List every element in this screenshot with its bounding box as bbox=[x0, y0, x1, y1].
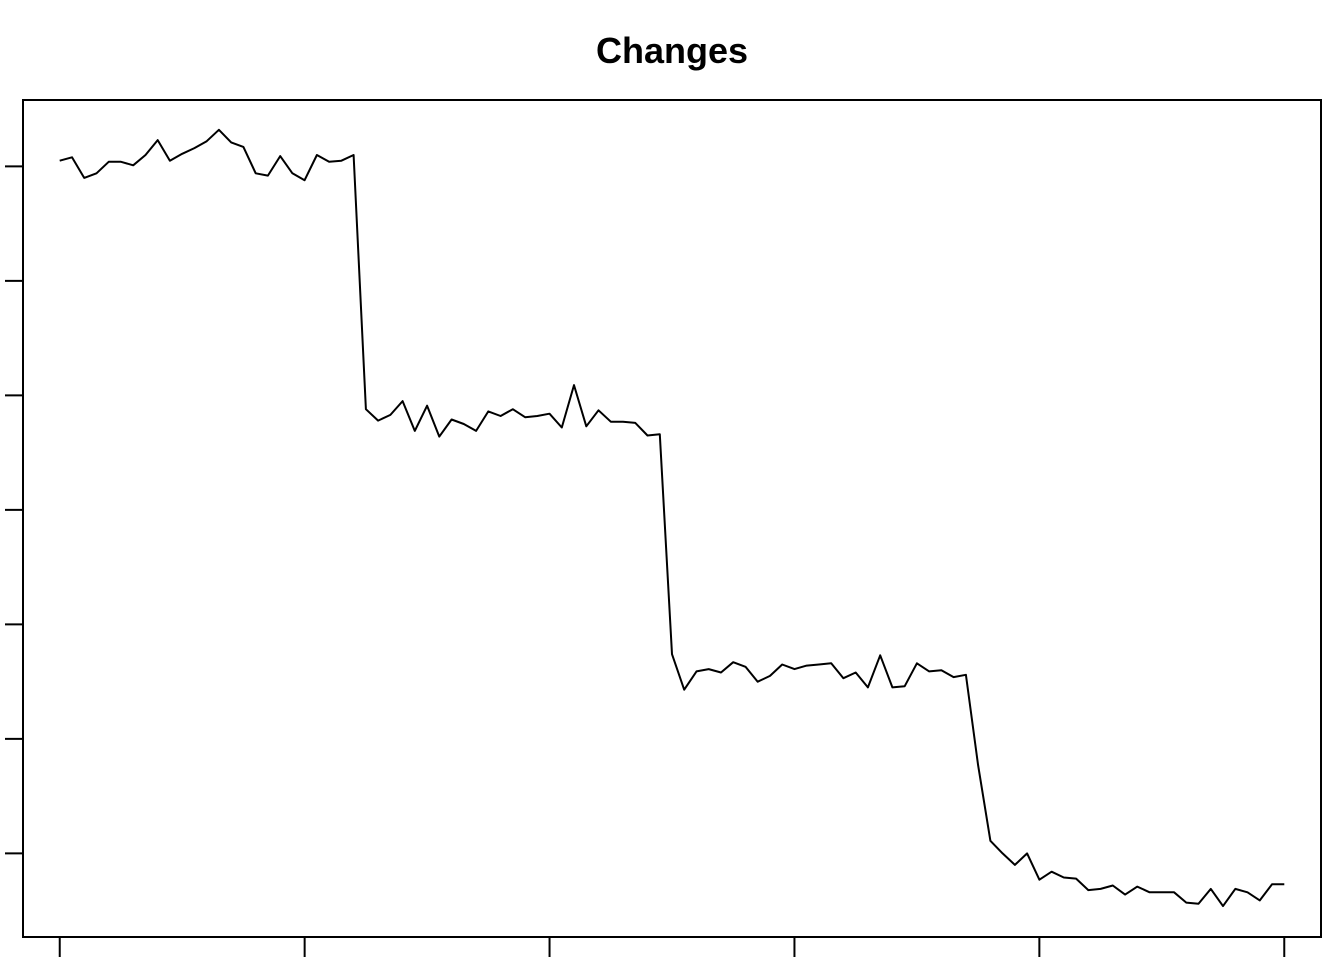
y-axis bbox=[5, 165, 23, 855]
x-axis bbox=[58, 937, 1286, 957]
plot-frame bbox=[22, 99, 1322, 938]
series-layer bbox=[59, 128, 1285, 908]
chart-title: Changes bbox=[596, 30, 748, 71]
series-line-0 bbox=[59, 128, 1285, 908]
